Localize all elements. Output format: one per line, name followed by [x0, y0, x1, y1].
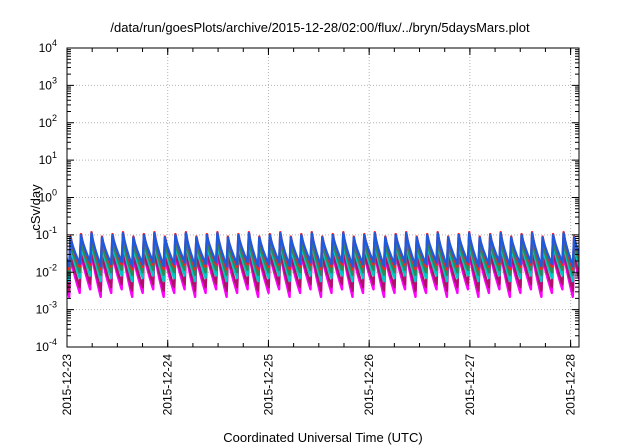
y-tick-label: 10-2 — [36, 262, 57, 279]
y-tick-base: 10 — [39, 116, 53, 130]
y-tick-base: 10 — [36, 228, 50, 242]
y-tick-exponent: -4 — [49, 337, 57, 347]
y-tick-label: 101 — [39, 150, 57, 167]
y-tick-base: 10 — [39, 41, 53, 55]
y-tick-exponent: 3 — [52, 75, 57, 85]
y-tick-label: 10-4 — [36, 337, 57, 354]
y-tick-label: 10-1 — [36, 225, 57, 242]
series-layer — [67, 231, 579, 298]
x-axis-label: Coordinated Universal Time (UTC) — [223, 430, 422, 445]
y-axis-label: cSv/day — [28, 184, 43, 231]
x-tick-label: 2015-12-23 — [60, 354, 74, 416]
x-tick-label: 2015-12-27 — [463, 354, 477, 416]
y-tick-exponent: -3 — [49, 300, 57, 310]
y-tick-label: 104 — [39, 38, 57, 55]
y-tick-label: 103 — [39, 75, 57, 92]
series-line — [67, 245, 579, 292]
y-tick-exponent: 0 — [52, 188, 57, 198]
tick-layer — [66, 47, 579, 348]
label-layer: 10-410-310-210-11001011021031042015-12-2… — [28, 38, 578, 445]
x-tick-label: 2015-12-24 — [161, 354, 175, 416]
chart-title: /data/run/goesPlots/archive/2015-12-28/0… — [110, 20, 530, 35]
y-tick-base: 10 — [39, 191, 53, 205]
y-tick-base: 10 — [39, 78, 53, 92]
y-tick-base: 10 — [36, 265, 50, 279]
y-tick-exponent: 2 — [52, 113, 57, 123]
series-line — [67, 232, 579, 268]
y-tick-exponent: -2 — [49, 262, 57, 272]
y-tick-exponent: 1 — [52, 150, 57, 160]
y-tick-label: 100 — [39, 188, 57, 205]
x-tick-label: 2015-12-26 — [362, 354, 376, 416]
y-tick-label: 102 — [39, 113, 57, 130]
series-line — [67, 237, 579, 277]
y-tick-exponent: -1 — [49, 225, 57, 235]
x-tick-label: 2015-12-25 — [261, 354, 275, 416]
x-tick-label: 2015-12-28 — [564, 354, 578, 416]
y-tick-exponent: 4 — [52, 38, 57, 48]
y-tick-base: 10 — [36, 303, 50, 317]
y-tick-base: 10 — [36, 340, 50, 354]
y-tick-base: 10 — [39, 153, 53, 167]
grid-layer — [67, 48, 579, 347]
y-tick-label: 10-3 — [36, 300, 57, 317]
